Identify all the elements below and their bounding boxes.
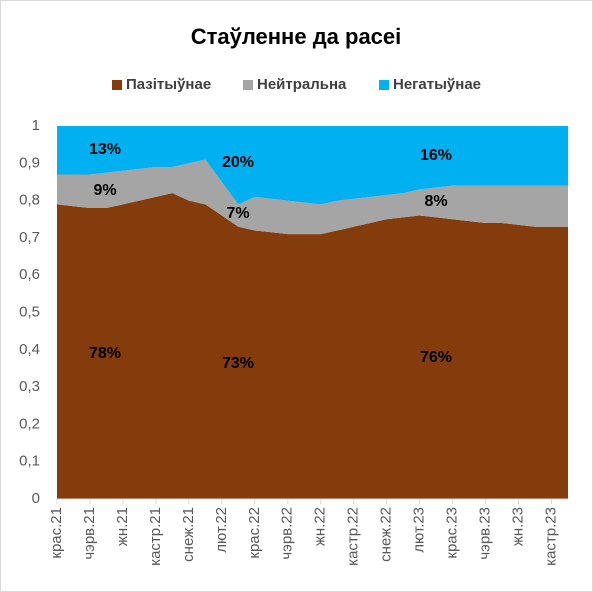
y-tick-label: 0,8 xyxy=(19,192,40,209)
annotation: 9% xyxy=(93,182,116,199)
legend-label: Негатыўнае xyxy=(393,76,481,93)
x-tick-label: жн.23 xyxy=(510,507,527,546)
x-tick-label: кастр.21 xyxy=(147,507,164,566)
legend-swatch xyxy=(243,80,253,90)
x-tick-label: кастр.22 xyxy=(345,507,362,566)
y-tick-label: 0,6 xyxy=(19,266,40,283)
area xyxy=(57,193,568,499)
legend-swatch xyxy=(112,80,122,90)
y-tick-label: 1 xyxy=(32,117,40,134)
area xyxy=(57,159,568,235)
y-tick-label: 0 xyxy=(32,490,40,507)
y-tick-label: 0,4 xyxy=(19,341,40,358)
x-tick-label: лют.22 xyxy=(213,507,230,553)
x-tick-label: чэрв.21 xyxy=(81,507,98,560)
annotation: 76% xyxy=(420,349,452,366)
annotation: 13% xyxy=(89,141,121,158)
y-tick-label: 0,2 xyxy=(19,415,40,432)
y-tick-label: 0,3 xyxy=(19,378,40,395)
x-tick-label: чэрв.22 xyxy=(279,507,296,560)
x-tick-label: лют.23 xyxy=(411,507,428,553)
annotation: 7% xyxy=(226,205,249,222)
x-tick-label: жн.21 xyxy=(114,507,131,546)
area xyxy=(57,126,568,205)
x-tick-label: крас.22 xyxy=(246,507,263,559)
x-tick-label: кастр.23 xyxy=(542,507,559,566)
chart-title: Стаўленне да расеі xyxy=(191,24,402,49)
annotation: 16% xyxy=(420,147,452,164)
y-tick-label: 0,5 xyxy=(19,303,40,320)
y-tick-label: 0,7 xyxy=(19,229,40,246)
annotation: 20% xyxy=(222,154,254,171)
annotation: 73% xyxy=(222,355,254,372)
legend-label: Нейтральна xyxy=(257,76,347,93)
x-tick-label: жн.22 xyxy=(312,507,329,546)
y-tick-label: 0,1 xyxy=(19,453,40,470)
y-tick-label: 0,9 xyxy=(19,154,40,171)
legend-swatch xyxy=(379,80,389,90)
legend-label: Пазітыўнае xyxy=(126,76,211,93)
annotation: 8% xyxy=(424,193,447,210)
x-tick-label: чэрв.23 xyxy=(477,507,494,560)
x-tick-label: снеж.22 xyxy=(378,507,395,562)
x-tick-label: снеж.21 xyxy=(180,507,197,562)
x-tick-label: крас.23 xyxy=(444,507,461,559)
x-tick-label: крас.21 xyxy=(48,507,65,559)
annotation: 78% xyxy=(89,345,121,362)
